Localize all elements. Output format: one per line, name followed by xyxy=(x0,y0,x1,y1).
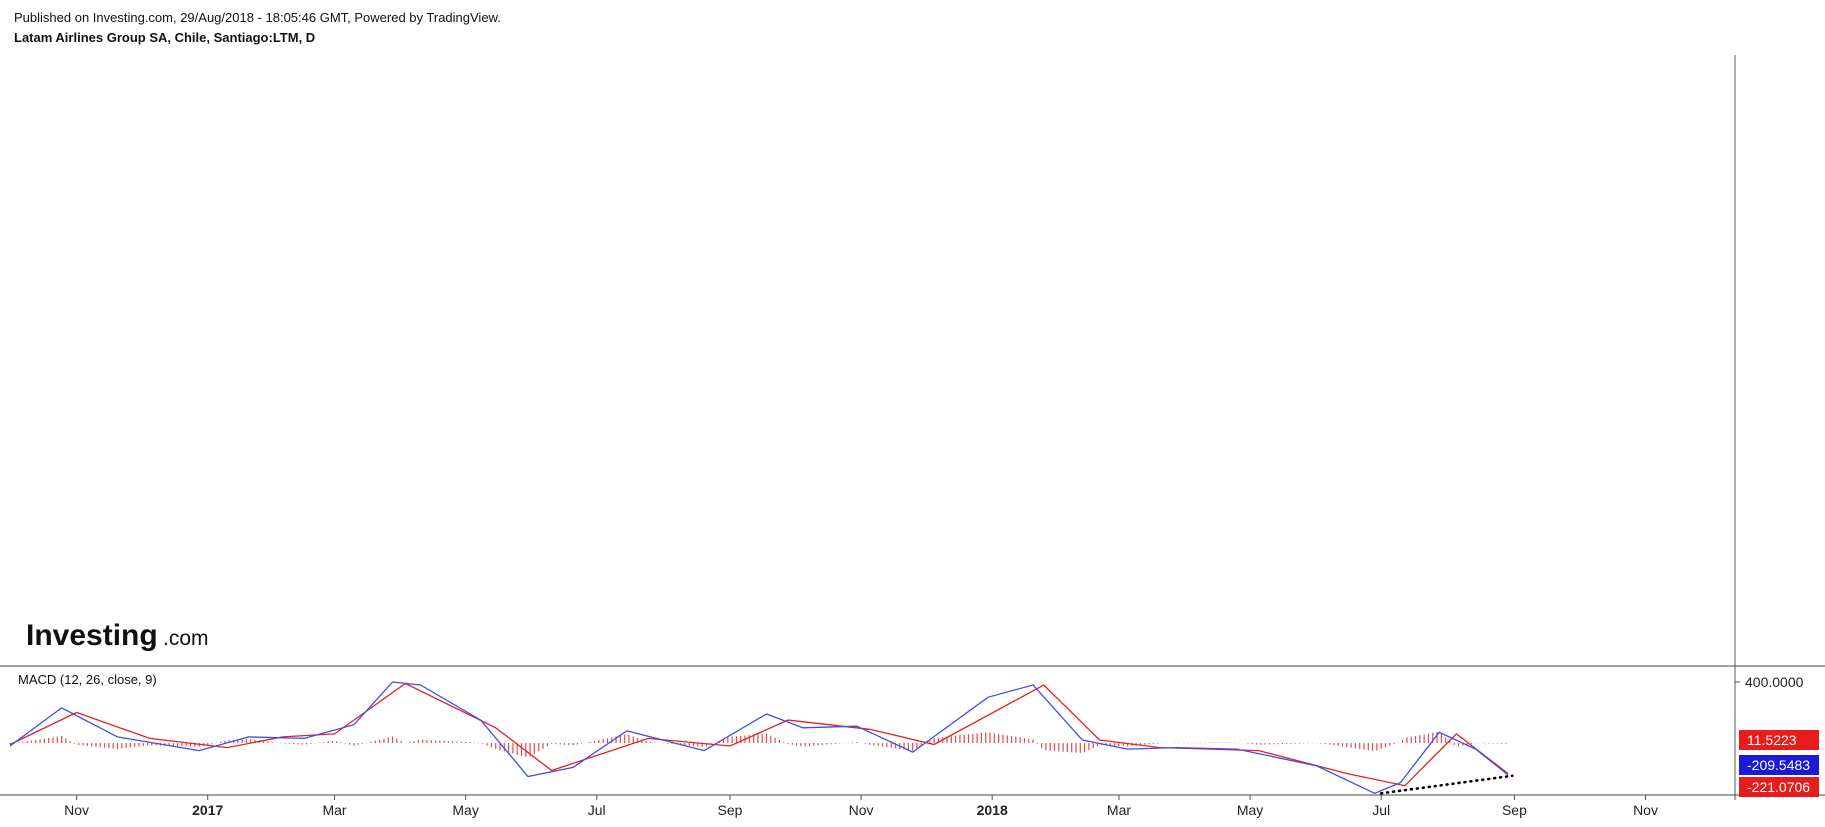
macd-value-badge-histogram xyxy=(1739,777,1819,797)
x-tick-label: Mar xyxy=(322,802,346,818)
macd-line xyxy=(9,681,1509,795)
x-tick-label: Jul xyxy=(1372,802,1390,818)
investing-logo: Investing .com xyxy=(26,619,209,652)
macd-dotted-trendline xyxy=(1379,774,1514,795)
macd-value-badge-macd xyxy=(1739,755,1819,775)
x-tick-label: Jul xyxy=(588,802,606,818)
x-tick-label: Sep xyxy=(718,802,743,818)
macd-value-histogram: -221.0706 xyxy=(1747,779,1810,795)
logo-suffix: .com xyxy=(163,627,209,650)
x-tick-label: Mar xyxy=(1107,802,1131,818)
x-tick-label: 2018 xyxy=(977,802,1008,818)
macd-value-signal: 11.5223 xyxy=(1747,732,1797,748)
x-tick-label: Nov xyxy=(849,802,874,818)
macd-histogram xyxy=(9,732,1507,757)
x-tick-label: May xyxy=(1237,802,1263,818)
x-tick-label: Nov xyxy=(64,802,89,818)
x-tick-label: Sep xyxy=(1502,802,1527,818)
x-tick-label: May xyxy=(452,802,478,818)
symbol-title: Latam Airlines Group SA, Chile, Santiago… xyxy=(14,30,316,45)
logo-brand: Investing xyxy=(26,619,158,652)
signal-line xyxy=(9,682,1509,787)
macd-label: MACD (12, 26, close, 9) xyxy=(18,672,157,687)
macd-value-badge-signal xyxy=(1739,730,1819,750)
chart-header: Published on Investing.com, 29/Aug/2018 … xyxy=(14,8,501,48)
x-tick-label: Nov xyxy=(1633,802,1658,818)
macd-value-macd: -209.5483 xyxy=(1747,757,1810,773)
published-line: Published on Investing.com, 29/Aug/2018 … xyxy=(14,10,501,25)
macd-pane[interactable]: MACD (12, 26, close, 9) xyxy=(9,672,1514,795)
x-tick-label: 2017 xyxy=(192,802,223,818)
macd-tick-label: 400.0000 xyxy=(1745,674,1804,690)
